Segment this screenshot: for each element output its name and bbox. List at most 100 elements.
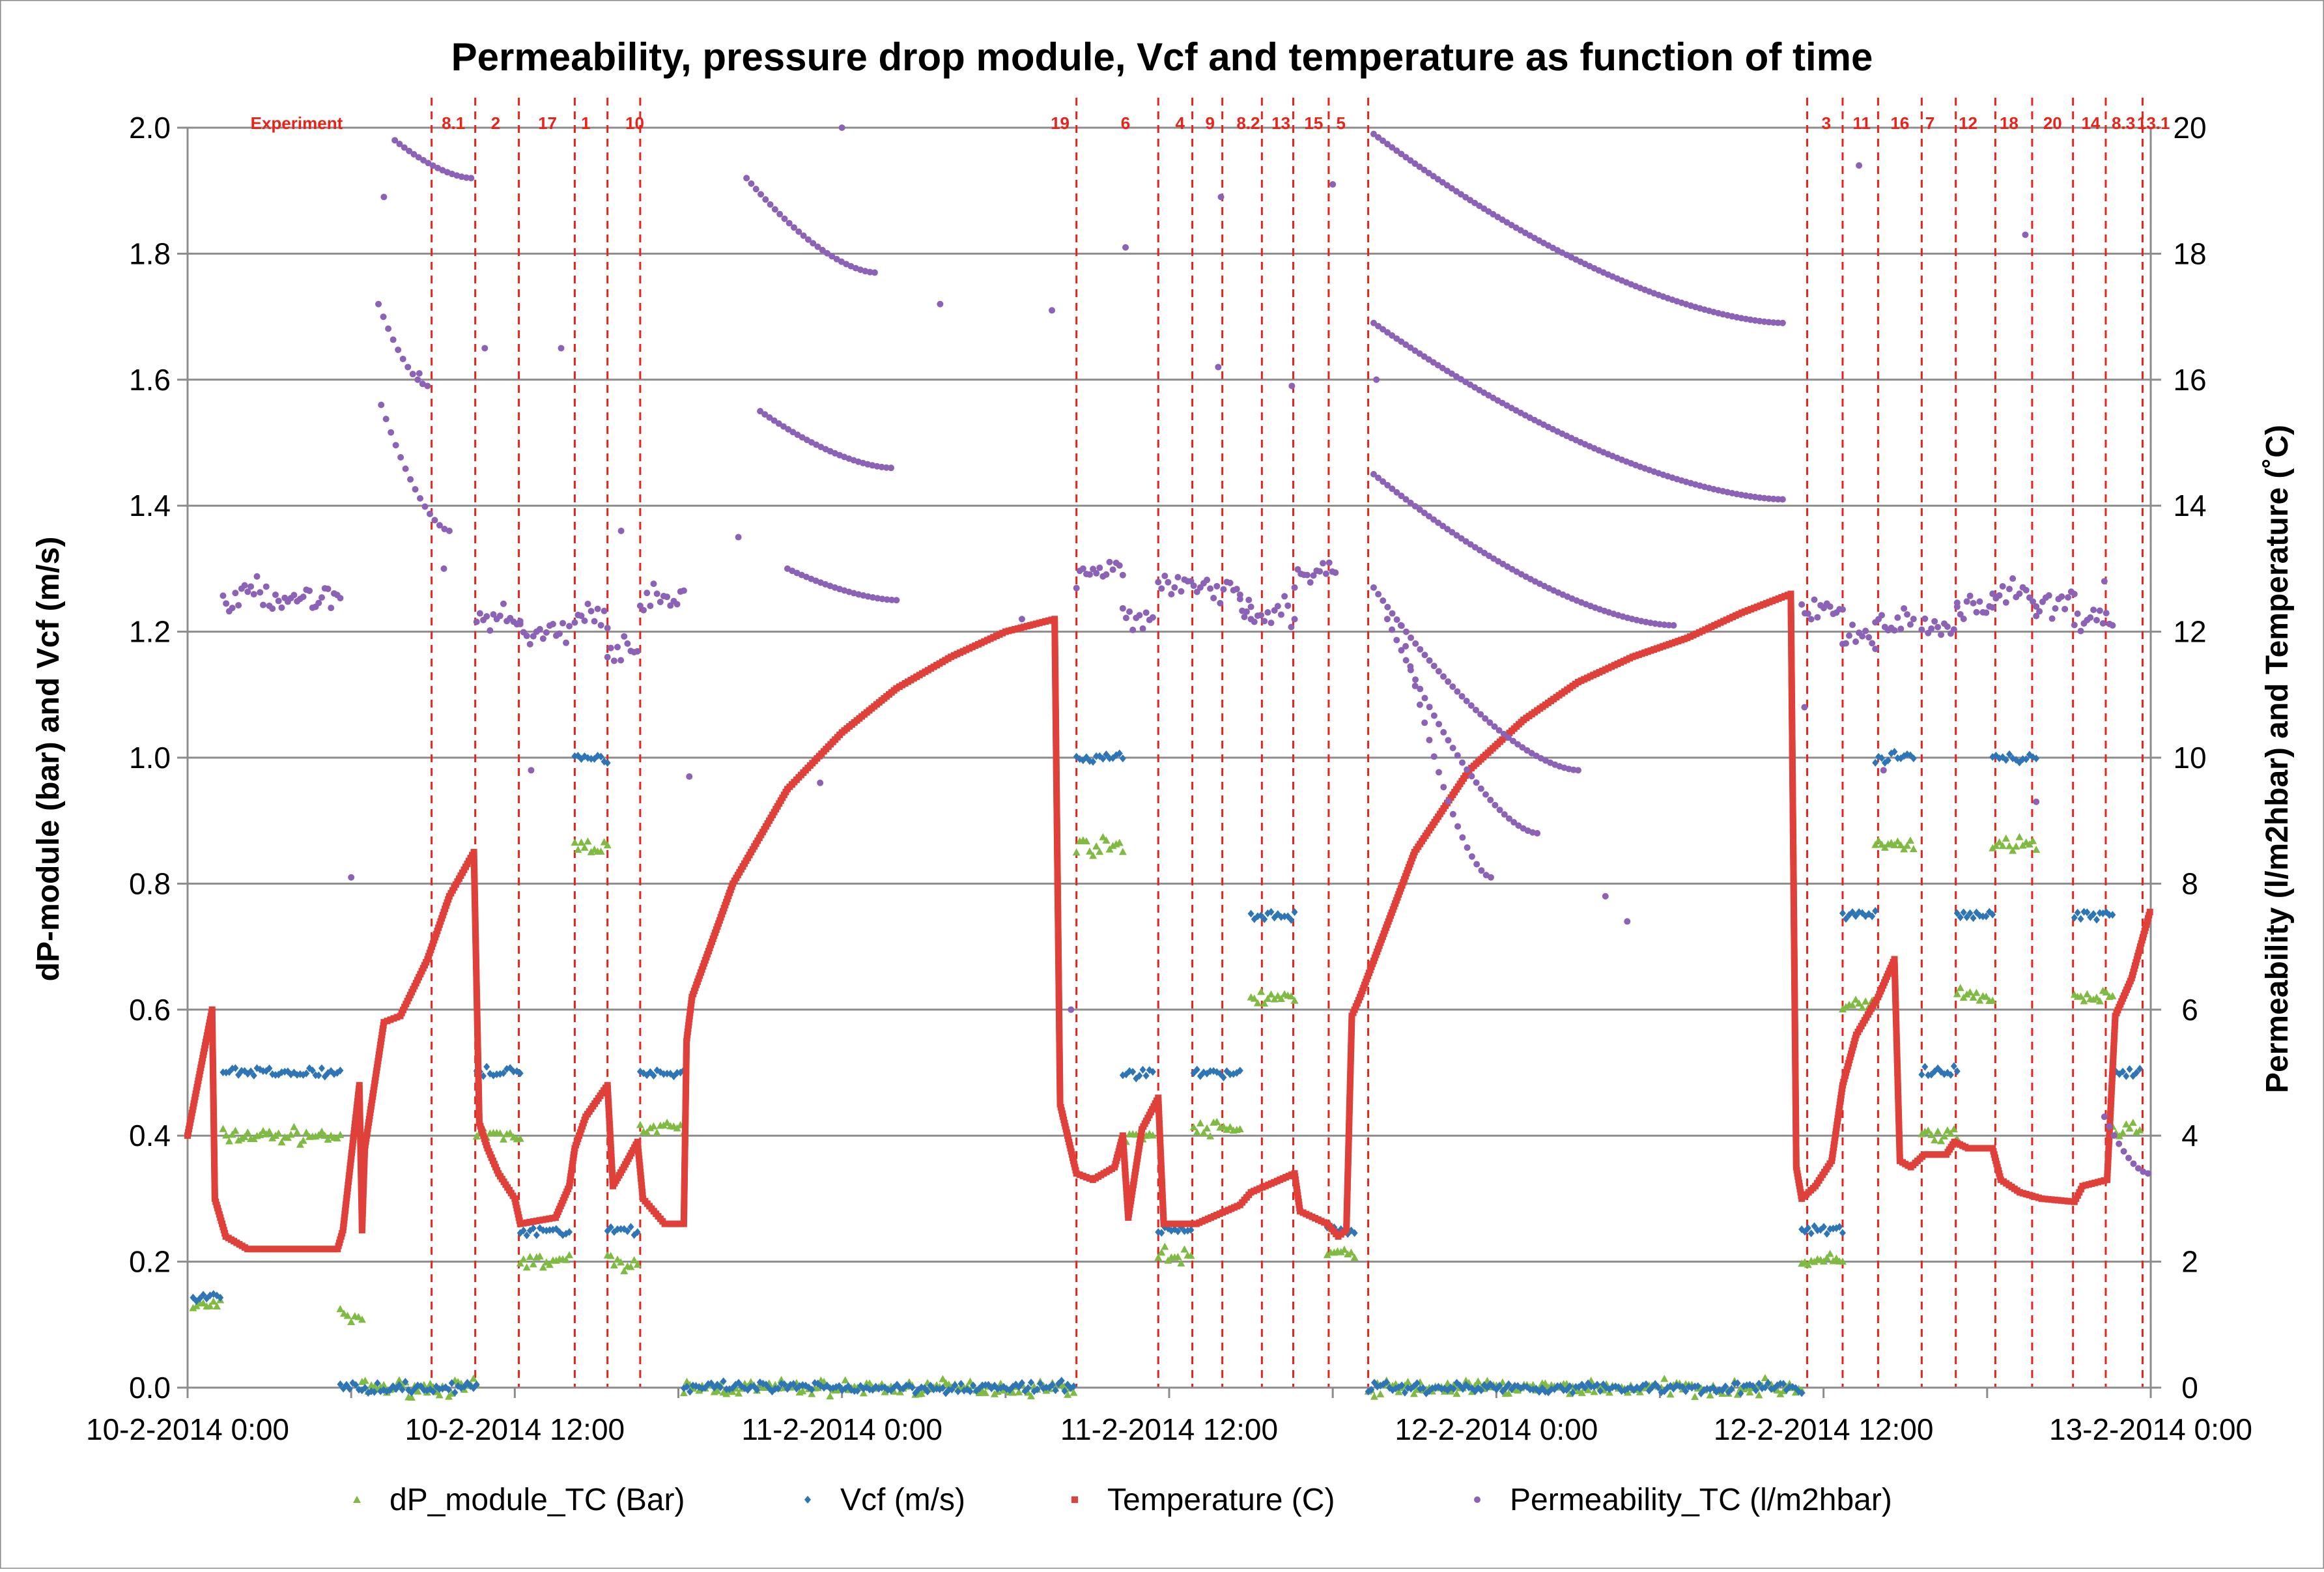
data-point [2108,1078,2116,1085]
data-point [937,300,944,307]
data-point [650,1072,657,1080]
data-point [1168,591,1175,598]
data-point [474,1002,481,1009]
data-point [1417,646,1424,653]
data-point [2052,605,2059,612]
data-point [211,1182,218,1189]
data-point [474,1041,481,1048]
data-point [610,657,617,665]
data-point [635,1149,642,1156]
data-point [356,1115,363,1122]
data-point [780,423,787,430]
data-point [2110,1045,2118,1052]
data-point [2105,1143,2112,1150]
data-point [1804,1261,1812,1268]
data-point [1025,1384,1032,1392]
data-point [475,1083,482,1091]
data-point [681,1145,688,1152]
data-point [211,1188,218,1195]
legend-entry: Temperature (C) [1071,1483,1335,1517]
data-point [209,1045,216,1052]
data-point [2108,1075,2116,1082]
data-point [1972,988,1981,996]
data-point [636,1158,643,1165]
data-point [206,1302,214,1309]
data-point [244,1128,252,1136]
data-point [1963,990,1971,998]
data-point [1347,1248,1355,1256]
data-point [1148,1131,1157,1139]
data-point [2109,622,2116,629]
data-point [1183,1220,1190,1227]
data-point [475,1087,482,1094]
data-point [1832,1131,1839,1138]
data-point [637,1168,644,1175]
right-tick-label: 0 [2181,1371,2198,1405]
data-point [2111,1022,2118,1029]
data-point [1070,1388,1078,1396]
data-point [1219,1122,1228,1130]
data-point [1832,1128,1839,1135]
data-point [1411,503,1419,510]
data-point [1462,538,1469,545]
data-point [1137,1132,1144,1139]
data-point [939,1375,947,1382]
data-point [1982,992,1991,1000]
data-point [1126,608,1133,615]
data-point [2111,1029,2118,1036]
data-point [804,236,812,243]
data-point [1389,144,1396,151]
data-point [1083,1174,1090,1181]
data-point [210,1133,218,1140]
data-point [1855,999,1863,1007]
data-point [588,608,595,615]
data-point [1989,590,1996,597]
data-point [981,1388,989,1396]
data-point [451,1388,459,1397]
data-point [1139,625,1146,632]
data-point [210,1156,218,1163]
data-point [1869,912,1876,921]
data-point [1393,147,1400,154]
data-point [472,956,479,964]
data-point [209,1042,216,1049]
left-tick-label: 1.2 [129,615,171,649]
data-point [833,255,840,263]
data-point [2107,1104,2114,1111]
data-point [854,1386,861,1395]
data-point [1375,322,1382,330]
data-point [1136,1072,1143,1080]
data-point [426,510,433,517]
data-point [473,618,480,625]
data-point [1274,603,1281,610]
data-point [360,1167,367,1175]
data-point [1393,489,1400,496]
data-point [1398,1381,1406,1390]
data-point [1574,767,1581,774]
data-point [277,1138,286,1146]
data-point [584,601,591,608]
data-point [1176,1220,1183,1227]
data-point [1132,1168,1139,1175]
data-point [2123,1072,2130,1080]
data-point [600,838,608,846]
data-point [210,1143,218,1150]
data-point [472,911,479,918]
data-point [357,1134,364,1141]
data-point [1856,162,1863,169]
data-point [1247,603,1254,610]
data-point [1129,1068,1137,1076]
data-point [1691,1392,1699,1400]
data-point [1190,582,1197,590]
data-point [841,1376,849,1384]
data-point [2009,575,2017,582]
data-point [474,1051,481,1058]
data-point [2146,908,2153,915]
data-point [574,846,582,853]
data-point [1052,1386,1059,1394]
data-point [1449,529,1456,536]
data-point [1473,779,1480,786]
data-point [2095,997,2104,1005]
data-point [380,193,388,201]
